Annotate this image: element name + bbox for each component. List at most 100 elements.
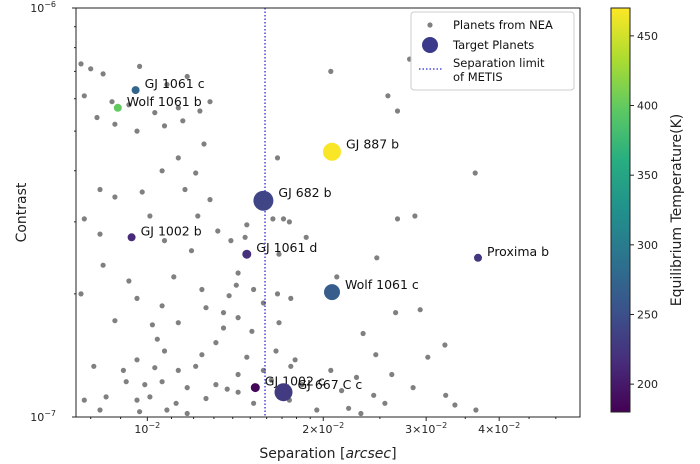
nea-planet-point [134, 357, 140, 363]
nea-planet-point [213, 340, 219, 346]
nea-planet-point [417, 307, 423, 313]
nea-planet-point [149, 322, 155, 328]
nea-planet-point [385, 93, 391, 99]
nea-planet-point [184, 410, 190, 417]
nea-planet-point [161, 238, 168, 244]
nea-planet-point [228, 238, 234, 244]
nea-planet-point [100, 262, 106, 268]
nea-planet-point [249, 328, 255, 334]
nea-planet-point [91, 363, 97, 369]
x-axis-label: Separation [arcsec] [259, 446, 396, 462]
nea-planet-point [472, 170, 478, 176]
target-series: GJ 1061 c Wolf 1061 b GJ 887 b GJ 682 b GJ 1… [113, 76, 549, 402]
nea-planet-point [152, 365, 158, 371]
nea-planet-point [147, 394, 153, 400]
nea-planet-point [78, 61, 84, 67]
nea-planet-point [175, 367, 181, 373]
nea-planet-point [161, 123, 168, 129]
nea-planet-point [393, 310, 399, 316]
nea-planet-point [235, 270, 241, 276]
nea-planet-point [286, 219, 292, 225]
nea-planet-point [207, 197, 213, 203]
nea-planet-point [373, 352, 379, 358]
nea-planet-point [412, 213, 418, 219]
nea-planet-point [203, 305, 209, 311]
nea-planet-point [280, 216, 287, 222]
nea-planet-point [159, 303, 165, 309]
nea-planet-point [171, 274, 177, 280]
nea-planet-point [126, 102, 132, 108]
nea-planet-point [274, 291, 281, 297]
nea-planet-point [197, 108, 203, 114]
nea-planet-point [97, 231, 103, 237]
nea-planet-point [100, 71, 106, 77]
nea-planet-point [134, 397, 140, 403]
nea-planet-point [88, 66, 94, 72]
nea-planet-point [452, 402, 458, 408]
nea-planet-point [173, 400, 179, 406]
target-planet-point [274, 383, 293, 402]
nea-planet-point [193, 363, 199, 369]
nea-planet-point [161, 348, 168, 354]
target-planet-label: Wolf 1061 c [345, 277, 419, 292]
nea-planet-point [251, 400, 257, 406]
nea-planet-point [184, 385, 190, 391]
target-planet-label: GJ 887 b [346, 137, 399, 152]
target-planet-point [474, 253, 482, 262]
nea-planet-point [203, 395, 209, 402]
nea-planet-point [188, 248, 195, 254]
nea-planet-point [410, 385, 416, 391]
legend-entry-target: Target Planets [452, 38, 534, 52]
nea-planet-point [123, 379, 129, 385]
target-planet-label: GJ 1061 c [145, 76, 205, 91]
nea-planet-point [164, 81, 170, 88]
nea-planet-point [244, 354, 250, 360]
nea-planet-point [112, 121, 118, 127]
nea-planet-point [199, 286, 205, 293]
nea-planet-point [235, 315, 241, 321]
nea-planet-point [126, 278, 132, 284]
nea-planet-point [235, 371, 241, 378]
nea-planet-point [276, 251, 282, 257]
nea-planet-point [81, 93, 87, 99]
nea-planet-point [142, 382, 148, 388]
nea-planet-point [244, 222, 250, 228]
legend-target-marker [422, 37, 438, 53]
colorbar-gradient [610, 7, 631, 413]
nea-planet-point [242, 234, 248, 240]
nea-planet-point [288, 363, 294, 369]
nea-planet-point [235, 389, 241, 395]
nea-planet-point [268, 377, 274, 383]
nea-planet-point [94, 114, 100, 121]
nea-planet-point [288, 295, 294, 301]
nea-planet-point [425, 354, 431, 360]
nea-planet-point [374, 255, 380, 261]
nea-planet-point [224, 386, 230, 392]
nea-planet-point [389, 371, 395, 378]
nea-planet-point [159, 168, 165, 174]
target-planet-point [253, 190, 274, 211]
nea-planet-point [273, 348, 279, 354]
nea-planet-point [139, 189, 145, 195]
nea-planet-point [260, 300, 266, 306]
nea-planet-point [199, 352, 205, 358]
nea-planet-point [137, 63, 143, 69]
nea-planet-point [78, 291, 84, 297]
nea-planet-point [97, 407, 103, 413]
colorbar-tick-label: 350 [637, 169, 658, 182]
legend: Planets from NEA Target Planets Separation… [410, 11, 575, 91]
nea-planet-point [371, 392, 377, 398]
nea-planet-point [81, 216, 87, 222]
legend-entry-limit: Separation limit of METIS [453, 56, 545, 84]
plot-frame [75, 7, 581, 418]
nea-planet-point [207, 99, 213, 105]
nea-planet-point [112, 318, 118, 324]
nea-planet-point [220, 325, 227, 331]
nea-planet-point [97, 186, 103, 193]
nea-planet-point [120, 367, 126, 373]
axes: 10−2 2×10−2 3×10−2 4×10−2 10−7 10−6 Separation… [14, 0, 581, 462]
colorbar: 200 250 300 350 400 450 Equilibrium Temperatur… [610, 7, 685, 413]
nea-planet-point [175, 320, 181, 326]
x-tick-label: 4×10−2 [478, 421, 520, 436]
legend-nea-marker [427, 22, 433, 28]
